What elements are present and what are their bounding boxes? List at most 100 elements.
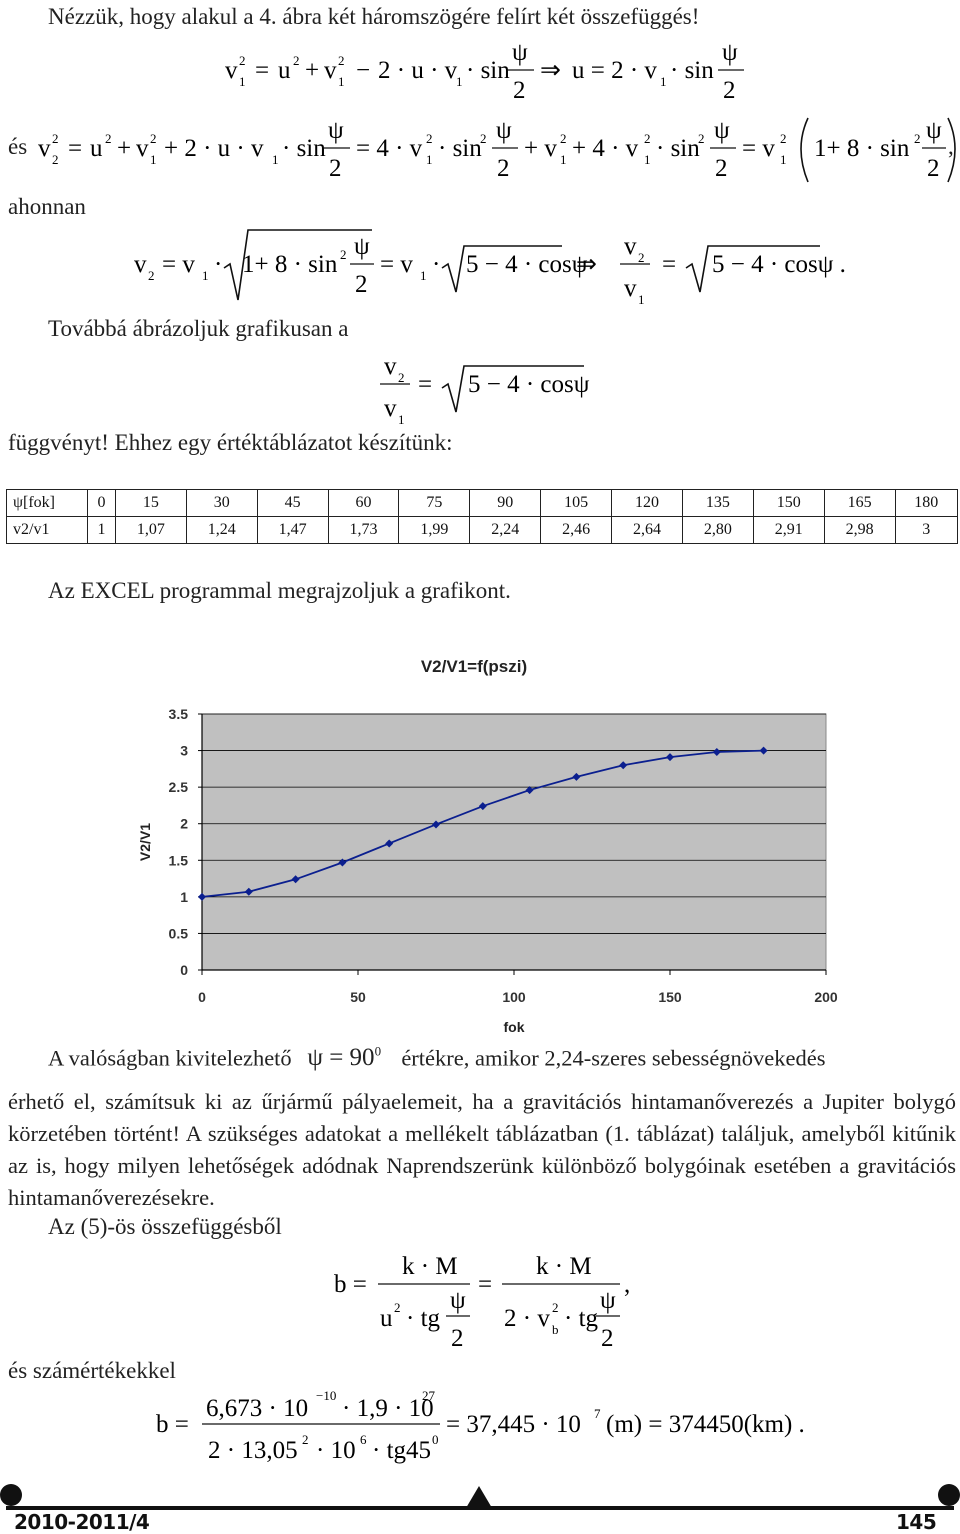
chart-data-point: [478, 802, 487, 811]
chart-x-tick-label: 150: [658, 989, 682, 1005]
svg-text:+ 2 · u · v: + 2 · u · v: [164, 135, 264, 162]
table-cell: 1,99: [398, 516, 471, 544]
svg-text:v: v: [384, 353, 397, 380]
svg-text:2: 2: [644, 131, 651, 146]
svg-text:= v: = v: [742, 135, 775, 162]
chart-data-point: [572, 772, 581, 781]
table-cell: 1,73: [327, 516, 400, 544]
svg-text:⇒: ⇒: [540, 57, 561, 84]
para1-pre: A valóságban kivitelezhető: [48, 1045, 292, 1071]
svg-text:2: 2: [355, 271, 368, 298]
paragraph-1-first-line: A valóságban kivitelezhető ψ = 900 érték…: [48, 1044, 826, 1072]
table-cell: 1,47: [256, 516, 329, 544]
svg-text:ψ: ψ: [722, 39, 738, 66]
svg-text:1: 1: [338, 74, 345, 89]
svg-text:1: 1: [239, 74, 246, 89]
svg-text:·: ·: [432, 251, 440, 278]
svg-text:ψ: ψ: [328, 117, 344, 144]
svg-text:2: 2: [340, 247, 347, 262]
table-cell: 120: [611, 489, 683, 517]
svg-text:=: =: [418, 371, 432, 398]
table-cell: 1,24: [185, 516, 258, 544]
footer-dot-left: [0, 1484, 22, 1506]
svg-text:,: ,: [624, 1271, 630, 1298]
svg-text:2: 2: [52, 152, 59, 167]
chart-y-tick-label: 1: [180, 889, 188, 905]
chart-data-point: [338, 858, 347, 867]
svg-text:6: 6: [360, 1432, 367, 1447]
svg-text:(m) = 374450(km) .: (m) = 374450(km) .: [606, 1411, 805, 1438]
svg-text:· tg: · tg: [406, 1305, 441, 1332]
svg-text:27: 27: [422, 1388, 436, 1403]
svg-text:ψ: ψ: [512, 39, 528, 66]
svg-text:−10: −10: [316, 1388, 336, 1403]
svg-text:·: ·: [214, 251, 222, 278]
chart-y-tick-label: 2.5: [169, 779, 189, 795]
chart-y-tick-label: 3: [180, 743, 188, 759]
table-cell: 0: [87, 489, 116, 517]
chart-y-tick-label: 3.5: [169, 706, 189, 722]
paragraph-1-rest: érhető el, számítsuk ki az űrjármű pálya…: [8, 1089, 956, 1210]
svg-text:1: 1: [398, 412, 405, 424]
svg-text:u: u: [380, 1305, 393, 1332]
chart-y-tick-label: 0: [180, 962, 188, 978]
svg-text:2: 2: [914, 131, 921, 146]
table-header-ratio: v2/v1: [6, 516, 88, 544]
svg-text:ψ: ψ: [926, 117, 942, 144]
svg-text:k · M: k · M: [536, 1253, 592, 1280]
table-cell: 2,46: [540, 516, 613, 544]
svg-text:1: 1: [638, 292, 645, 307]
chart: 0 0.5 1 1.5 2 2.5 3 3.5 0 50 100 150 200 V2/V1=f(pszi…: [137, 657, 838, 1035]
chart-y-tick-label: 2: [180, 816, 188, 832]
table-cell: 2,98: [823, 516, 896, 544]
svg-text:1: 1: [202, 268, 209, 283]
chart-y-tick-label: 1.5: [169, 852, 189, 868]
table-cell: 2,80: [681, 516, 754, 544]
chart-x-tick-label: 0: [198, 989, 206, 1005]
svg-text:2: 2: [239, 53, 246, 68]
svg-text:v: v: [134, 251, 147, 278]
svg-text:2: 2: [52, 131, 59, 146]
svg-text:2 · 13,05: 2 · 13,05: [208, 1437, 298, 1464]
svg-text:2: 2: [715, 155, 728, 182]
ahonnan-label: ahonnan: [8, 194, 86, 219]
svg-text:2: 2: [338, 53, 345, 68]
svg-text:1: 1: [426, 152, 433, 167]
tovabba-line: Továbbá ábrázoljuk grafikusan a: [48, 316, 349, 341]
svg-text:· 1,9 · 10: · 1,9 · 10: [342, 1395, 434, 1422]
svg-text:2: 2: [426, 131, 433, 146]
svg-text:1: 1: [644, 152, 651, 167]
intro-line: Nézzük, hogy alakul a 4. ábra két hároms…: [48, 4, 700, 29]
svg-text:1: 1: [456, 74, 463, 89]
table-cell: 2,24: [469, 516, 542, 544]
svg-text:= 37,445 · 10: = 37,445 · 10: [446, 1411, 581, 1438]
svg-text:= 4 · v: = 4 · v: [356, 135, 423, 162]
svg-text:=: =: [68, 135, 82, 162]
svg-text:· sin: · sin: [438, 135, 482, 162]
table-header-psi: ψ[fok]: [6, 489, 88, 517]
szamertekek-line: és számértékekkel: [8, 1358, 176, 1383]
para1-math: ψ = 900: [307, 1044, 382, 1072]
svg-text:· sin: · sin: [466, 57, 510, 84]
svg-text:ψ: ψ: [600, 1287, 616, 1314]
chart-data-point: [666, 753, 674, 762]
chart-data-point: [525, 786, 534, 795]
value-table: ψ[fok] 0 15 30 45 60 75 90 105 120 135 1…: [6, 489, 959, 544]
table-cell: 180: [894, 489, 959, 517]
table-cell: 45: [256, 489, 329, 517]
svg-text:2: 2: [638, 250, 645, 265]
svg-text:2: 2: [398, 370, 405, 385]
svg-text:2: 2: [451, 1325, 464, 1352]
para1-post: értékre, amikor 2,24-szeres sebességnöve…: [401, 1045, 826, 1071]
svg-text:b =: b =: [334, 1271, 367, 1298]
es-label: és: [8, 134, 28, 159]
table-row: ψ[fok] 0 15 30 45 60 75 90 105 120 135 1…: [6, 489, 959, 517]
svg-text:v: v: [136, 135, 149, 162]
svg-text:2: 2: [329, 155, 342, 182]
svg-text:2 · v: 2 · v: [504, 1305, 550, 1332]
table-cell: 150: [752, 489, 825, 517]
svg-text:1+ 8 · sin: 1+ 8 · sin: [242, 251, 338, 278]
